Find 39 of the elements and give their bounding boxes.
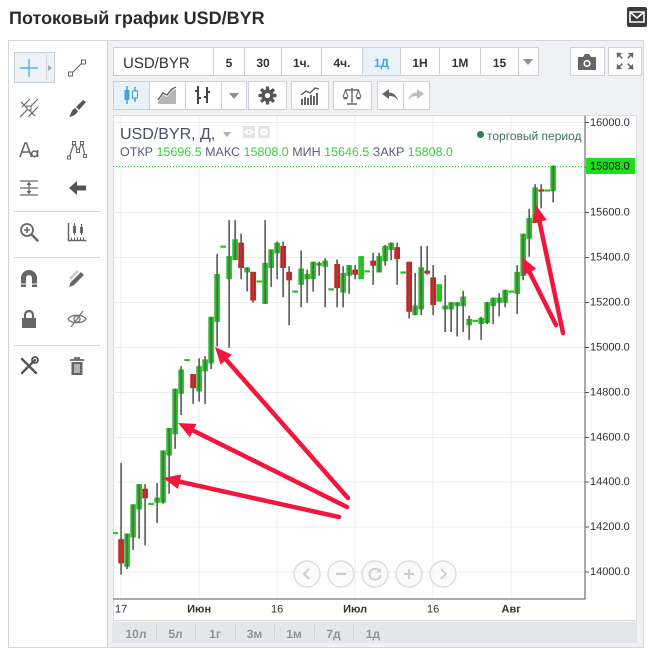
button: 1Д — [362, 47, 401, 76]
ref-line-label: 15808.0 — [590, 160, 630, 173]
y-tick-label: 15400.0 — [590, 252, 630, 264]
text: 10л — [124, 627, 148, 641]
x-tick-label: Июл — [343, 604, 368, 616]
text: 1м — [285, 627, 303, 641]
y-tick-label: 16000.0 — [590, 116, 630, 129]
x-tick-label: Авг — [502, 604, 522, 616]
annotation: ОТКР 15696.5 МАКС 15808.0 МИН 15646.5 ЗАКР 15808.0 — [120, 145, 453, 159]
button: 4ч. — [321, 47, 363, 76]
button: 1ч. — [281, 47, 322, 76]
x-tick-label: 16 — [427, 604, 440, 616]
x-tick-label: 17 — [114, 604, 128, 616]
annotation: торговый период — [487, 129, 582, 143]
button: 1Н — [400, 47, 440, 76]
text: 1г — [208, 627, 222, 641]
text-field: USD/BYR — [113, 47, 214, 76]
button: 1М — [439, 47, 481, 76]
y-tick-label: 14000.0 — [590, 566, 630, 578]
x-tick-label: Июн — [187, 604, 212, 616]
button: 30 — [244, 47, 282, 76]
y-tick-label: 14600.0 — [590, 431, 630, 444]
text: USD/BYR, Д, — [120, 126, 216, 143]
text: 3м — [246, 627, 264, 641]
y-tick-label: 15200.0 — [590, 296, 630, 308]
candlestick — [400, 271, 406, 274]
button: 15 — [480, 47, 519, 76]
chart-title: Потоковый график USD/BYR — [9, 8, 265, 29]
text: 7д — [325, 627, 342, 641]
x-tick-label: 16 — [271, 604, 284, 616]
y-tick-label: 14200.0 — [590, 521, 630, 534]
y-tick-label: 14800.0 — [590, 386, 630, 398]
y-tick-label: 15600.0 — [590, 206, 630, 219]
y-tick-label: 15000.0 — [590, 341, 630, 354]
button: 5 — [213, 47, 245, 76]
text: 5л — [167, 627, 184, 641]
y-tick-label: 14400.0 — [590, 476, 630, 488]
text: 1д — [364, 627, 382, 641]
candlestick — [436, 284, 442, 302]
